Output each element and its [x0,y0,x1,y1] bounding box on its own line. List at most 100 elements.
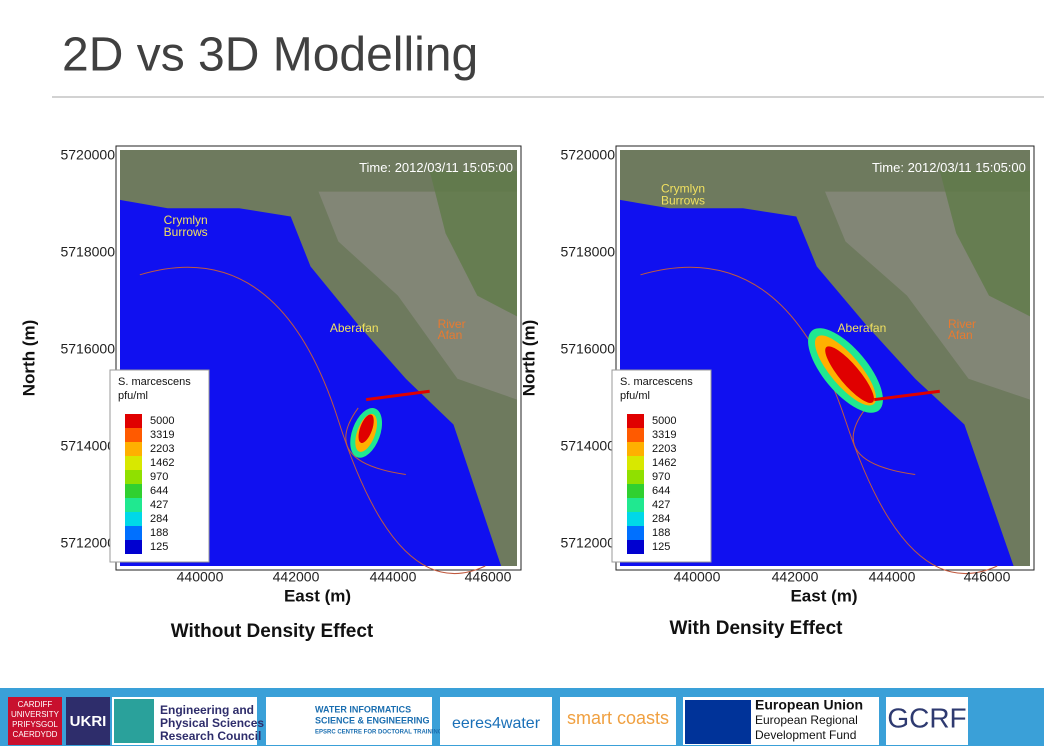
legend-label: 427 [150,499,168,511]
plume [358,414,374,443]
contour [852,407,916,475]
logo-text: PRIFYSGOL [12,720,58,729]
legend-label: 1462 [150,457,174,469]
legend-label: 284 [150,513,168,525]
legend-label: 427 [652,499,670,511]
contour [640,266,998,575]
fields [429,170,517,317]
logo-text: CAERDYDD [13,730,58,739]
logo-text: UKRI [70,713,107,730]
logo-text: UNIVERSITY [11,710,60,719]
y-axis-label: North (m) [19,320,38,396]
panels: Time: 2012/03/11 15:05:00CrymlynBurrowsA… [19,145,1035,642]
x-tick-label: 442000 [772,569,819,585]
logo-text: WATER INFORMATICS [315,704,411,714]
river-plume [365,389,430,402]
logo-text: GCRF [887,702,966,733]
y-tick-label: 5716000 [560,341,615,357]
logo-box [66,697,110,745]
legend-swatch [627,484,644,498]
x-axis-label: East (m) [284,586,351,605]
legend-label: 3319 [652,429,676,441]
legend-label: 5000 [150,415,174,427]
x-tick-label: 446000 [465,569,512,585]
river-plume [874,389,940,402]
place-label: Crymlyn [661,182,705,196]
legend-swatch [125,526,142,540]
legend-swatch [627,498,644,512]
x-axis-label: East (m) [790,586,857,605]
place-label: Aberafan [330,321,379,335]
legend-swatch [627,526,644,540]
place-label: Aberafan [838,321,887,335]
legend-title: S. marcescens [118,376,191,388]
legend-label: 284 [652,513,670,525]
logo-text: European Regional [755,713,858,727]
logo-box [266,697,432,745]
x-tick-label: 444000 [869,569,916,585]
y-tick-label: 5712000 [60,535,115,551]
legend-swatch [125,512,142,526]
legend-swatch [627,428,644,442]
legend-label: 3319 [150,429,174,441]
legend-swatch [125,470,142,484]
legend-swatch [125,428,142,442]
y-tick-label: 5718000 [60,244,115,260]
y-axis-label: North (m) [519,320,538,396]
legend-title: pfu/ml [620,390,650,402]
fields [939,170,1030,317]
legend-label: 188 [652,527,670,539]
contour [139,266,486,575]
legend-swatch [125,484,142,498]
logo-text: eeres4water [452,715,541,732]
y-tick-label: 5716000 [60,341,115,357]
y-tick-label: 5714000 [560,438,615,454]
legend-swatch [125,540,142,554]
legend-swatch [627,414,644,428]
eu-flag [685,700,751,744]
x-tick-label: 442000 [273,569,320,585]
legend-swatch [125,442,142,456]
legend-label: 5000 [652,415,676,427]
logo-text: CARDIFF [18,700,53,709]
legend-title: S. marcescens [620,376,693,388]
legend-label: 970 [652,471,670,483]
legend-swatch [627,540,644,554]
x-tick-label: 440000 [674,569,721,585]
legend-label: 644 [150,485,168,497]
legend-title: pfu/ml [118,390,148,402]
legend: S. marcescens pfu/ml 5000 3319 2203 1462 970 64… [611,369,712,563]
logo-text: EPSRC CENTRE FOR DOCTORAL TRAINING [315,730,443,736]
legend-swatch [627,470,644,484]
panel-caption: With Density Effect [670,618,844,639]
legend-label: 1462 [652,457,676,469]
logo-text: Research Council [160,729,261,743]
logo-text: SCIENCE & ENGINEERING [315,715,430,725]
legend-swatch [627,442,644,456]
legend-label: 970 [150,471,168,483]
y-tick-label: 5718000 [560,244,615,260]
legend: S. marcescens pfu/ml 5000 3319 2203 1462 970 64… [109,369,210,563]
logo-box [440,697,552,745]
logo-box [886,697,968,745]
logo-box [560,697,676,745]
legend-label: 2203 [150,443,174,455]
legend-label: 2203 [652,443,676,455]
logo-box [8,697,62,745]
place-label: Afan [438,328,463,342]
x-tick-label: 446000 [964,569,1011,585]
logo-text: smart coasts [567,708,669,728]
place-label: River [948,317,976,331]
legend-label: 188 [150,527,168,539]
panel-caption: Without Density Effect [171,621,374,642]
map-time: Time: 2012/03/11 15:05:00 [359,160,513,175]
place-label: Burrows [661,194,705,208]
place-label: Burrows [164,225,208,239]
legend-swatch [125,414,142,428]
map-time: Time: 2012/03/11 15:05:00 [872,160,1026,175]
